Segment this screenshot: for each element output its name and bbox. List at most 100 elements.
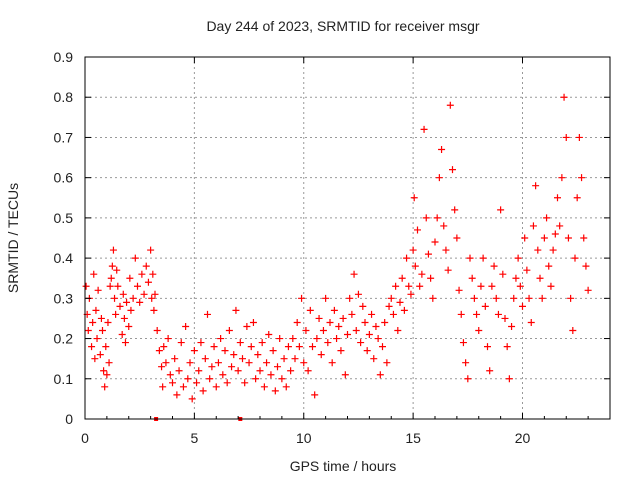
- data-point: [503, 343, 511, 351]
- data-point: [184, 375, 192, 383]
- y-tick-label: 0.1: [54, 371, 74, 387]
- data-point: [260, 383, 268, 391]
- data-point: [112, 310, 120, 318]
- data-point: [206, 375, 214, 383]
- data-point: [490, 262, 498, 270]
- data-point: [473, 310, 481, 318]
- x-axis-ticks: 0 5 10 15 20: [81, 57, 611, 446]
- data-point: [280, 355, 288, 363]
- data-point: [278, 375, 286, 383]
- y-axis-label: SRMTID / TECUs: [5, 183, 21, 293]
- data-point: [501, 314, 509, 322]
- data-point: [414, 226, 421, 234]
- data-point: [492, 294, 500, 302]
- data-point: [190, 347, 198, 355]
- data-point: [271, 387, 279, 395]
- data-point: [564, 234, 572, 242]
- y-tick-label: 0.8: [54, 89, 74, 105]
- y-tick-label: 0.7: [54, 129, 74, 145]
- data-point: [148, 294, 156, 302]
- x-tick-label: 5: [190, 430, 198, 446]
- data-point: [287, 367, 295, 375]
- data-point: [195, 367, 203, 375]
- data-point: [333, 335, 341, 343]
- data-point: [113, 266, 121, 274]
- data-point: [291, 355, 299, 363]
- data-point: [179, 383, 187, 391]
- data-point: [516, 282, 524, 290]
- data-point: [459, 339, 467, 347]
- y-tick-label: 0.2: [54, 331, 74, 347]
- data-point: [532, 182, 540, 190]
- data-point: [96, 351, 104, 359]
- data-point: [527, 318, 535, 326]
- data-point: [102, 343, 110, 351]
- data-point: [540, 234, 548, 242]
- x-tick-label: 20: [515, 430, 531, 446]
- data-point: [199, 387, 207, 395]
- data-point: [125, 322, 133, 330]
- data-point: [433, 214, 441, 222]
- data-point: [241, 379, 249, 387]
- data-point: [383, 359, 391, 367]
- data-point: [94, 286, 102, 294]
- data-point: [346, 294, 354, 302]
- data-point: [324, 339, 332, 347]
- data-point: [158, 363, 166, 371]
- data-point: [438, 146, 446, 154]
- data-point: [510, 294, 518, 302]
- data-point: [361, 318, 369, 326]
- data-point: [400, 306, 408, 314]
- data-point: [322, 294, 330, 302]
- data-point: [228, 363, 236, 371]
- data-point: [276, 335, 284, 343]
- data-point: [106, 282, 114, 290]
- data-point: [97, 314, 105, 322]
- data-point: [405, 282, 413, 290]
- x-axis-label: GPS time / hours: [290, 458, 397, 474]
- data-point: [376, 371, 384, 379]
- y-tick-label: 0.3: [54, 290, 74, 306]
- data-point: [545, 262, 553, 270]
- data-point: [497, 206, 505, 214]
- data-point: [584, 286, 592, 294]
- data-point: [444, 266, 452, 274]
- data-point: [267, 371, 275, 379]
- data-point: [151, 290, 159, 298]
- data-point: [306, 306, 314, 314]
- data-point: [508, 322, 516, 330]
- data-point: [311, 391, 319, 399]
- data-point: [120, 314, 128, 322]
- data-point: [140, 290, 148, 298]
- data-point: [514, 254, 522, 262]
- data-point: [93, 335, 101, 343]
- data-point: [193, 379, 201, 387]
- data-point: [111, 294, 119, 302]
- data-point: [104, 318, 112, 326]
- data-point: [188, 395, 196, 403]
- data-point: [396, 298, 404, 306]
- data-point: [449, 166, 456, 174]
- data-point: [175, 367, 183, 375]
- data-points: [82, 93, 592, 403]
- data-point: [427, 274, 435, 282]
- data-point: [499, 270, 507, 278]
- data-point: [219, 371, 227, 379]
- data-point: [88, 343, 96, 351]
- data-point: [265, 331, 273, 339]
- data-point: [252, 375, 260, 383]
- data-point: [558, 174, 566, 182]
- data-point: [289, 335, 297, 343]
- data-point: [403, 254, 411, 262]
- data-point: [357, 339, 365, 347]
- y-tick-label: 0.4: [54, 250, 74, 266]
- data-point: [429, 294, 437, 302]
- data-point: [451, 206, 459, 214]
- data-point: [214, 359, 222, 367]
- data-point: [204, 310, 211, 318]
- data-point: [523, 266, 531, 274]
- data-point: [147, 246, 155, 254]
- data-point: [392, 282, 400, 290]
- data-point: [118, 331, 126, 339]
- data-point: [410, 194, 418, 202]
